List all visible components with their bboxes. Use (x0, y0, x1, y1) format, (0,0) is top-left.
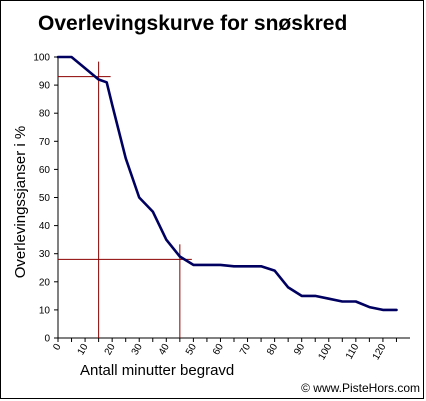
reference-lines (58, 61, 192, 338)
y-tick-label: 100 (33, 53, 50, 64)
y-tick-label: 10 (39, 305, 51, 316)
x-tick-label: 70 (238, 342, 253, 358)
x-tick-label: 10 (76, 342, 91, 358)
y-tick-label: 40 (39, 221, 51, 232)
y-tick-label: 20 (39, 277, 51, 288)
x-tick-label: 110 (344, 342, 362, 362)
y-ticks: 0 10 20 30 40 50 60 70 80 90 100 (33, 53, 58, 345)
y-axis-title: Overlevingssjanser i % (12, 126, 29, 279)
x-tick-label: 80 (265, 342, 280, 358)
y-tick-label: 60 (39, 165, 51, 176)
x-tick-label: 30 (130, 342, 145, 358)
y-tick-label: 30 (39, 249, 51, 260)
x-tick-label: 100 (316, 342, 334, 362)
x-tick-label: 40 (157, 342, 172, 358)
plot-area: 0 10 20 30 40 50 60 70 80 90 100 0 10 20 30 40 50 60 70 80… (33, 53, 410, 362)
x-tick-label: 60 (211, 342, 226, 358)
y-tick-label: 90 (39, 81, 51, 92)
x-tick-label: 120 (371, 342, 389, 362)
x-tick-label: 20 (103, 342, 118, 358)
x-tick-label: 90 (292, 342, 307, 358)
series-layer (56, 55, 398, 312)
x-tick-label: 0 (51, 342, 64, 353)
x-ticks: 0 10 20 30 40 50 60 70 80 90 100 110 120 (51, 338, 397, 362)
y-tick-label: 50 (39, 193, 51, 204)
y-tick-label: 0 (44, 334, 50, 345)
chart-title: Overlevingskurve for snøskred (38, 12, 347, 35)
survival-curve-line (56, 55, 398, 312)
credit-text: © www.PisteHors.com (301, 381, 420, 395)
y-tick-label: 80 (39, 109, 51, 120)
x-axis-title: Antall minutter begravd (80, 362, 234, 379)
x-tick-label: 50 (184, 342, 199, 358)
y-tick-label: 70 (39, 137, 51, 148)
